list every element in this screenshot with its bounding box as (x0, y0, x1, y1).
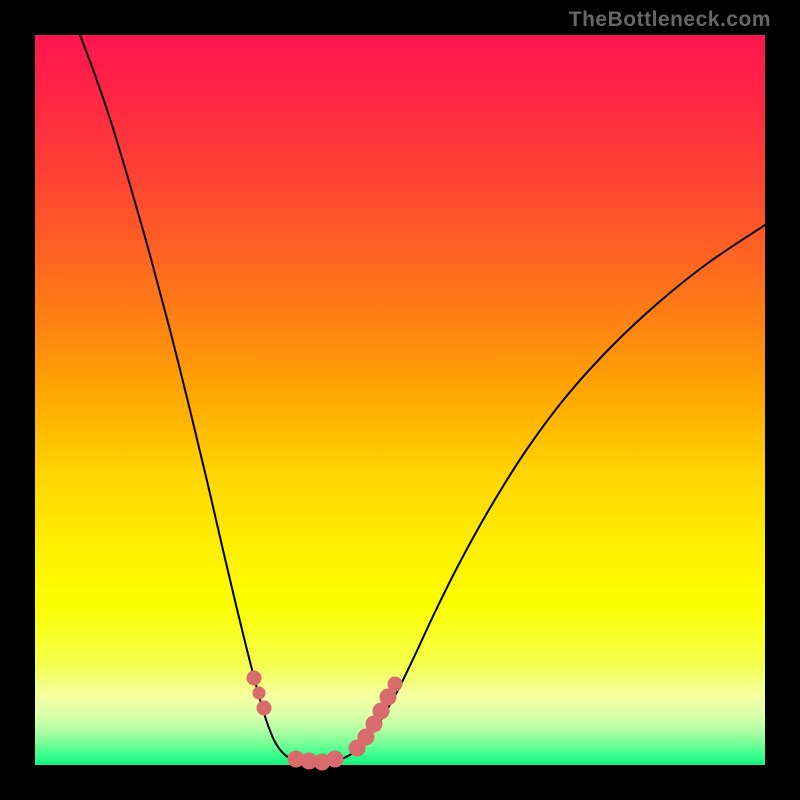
watermark-text: TheBottleneck.com (569, 8, 771, 32)
data-marker (247, 671, 261, 685)
data-marker (257, 701, 271, 715)
chart-container: { "canvas": { "width": 800, "height": 80… (0, 0, 800, 800)
bottleneck-chart (0, 0, 800, 800)
plot-area (35, 35, 765, 765)
data-marker (388, 677, 402, 691)
data-marker (327, 751, 343, 767)
data-marker (380, 689, 396, 705)
data-marker (373, 703, 389, 719)
data-marker (253, 687, 265, 699)
